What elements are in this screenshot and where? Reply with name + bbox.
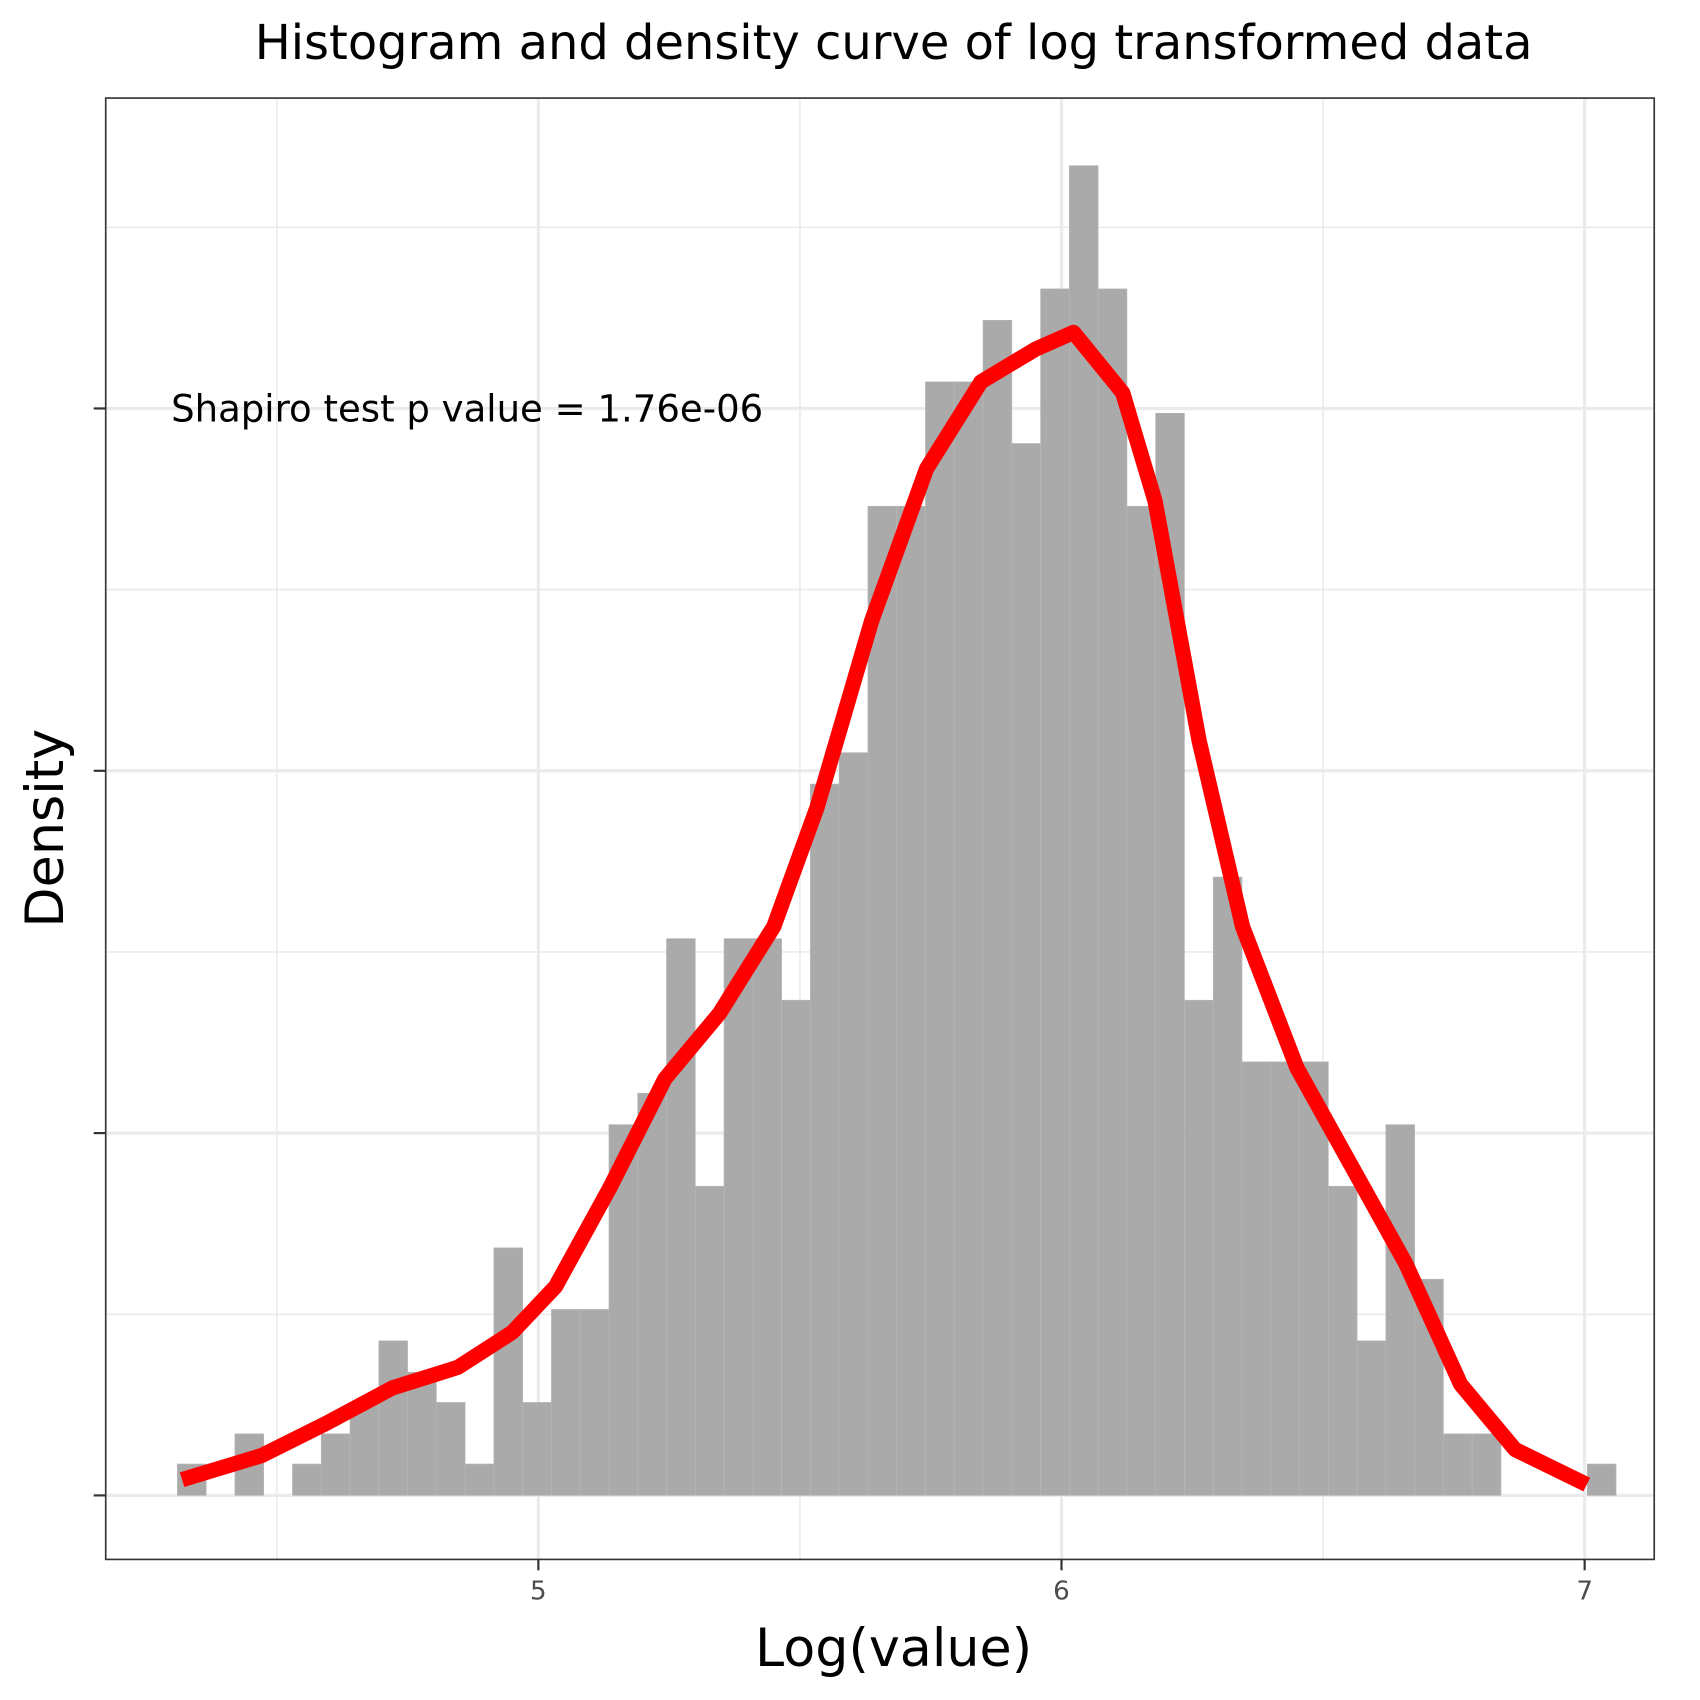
- bar: [723, 938, 754, 1496]
- bar: [436, 1402, 466, 1496]
- bar: [407, 1371, 437, 1496]
- bar: [292, 1463, 322, 1496]
- density-curve: [179, 324, 1591, 1492]
- bar: [1385, 1124, 1415, 1496]
- y-axis-title: Density: [15, 729, 76, 928]
- bar: [551, 1309, 581, 1496]
- bar: [781, 999, 811, 1496]
- bar: [637, 1092, 667, 1496]
- x-tick-label: 7: [1576, 1577, 1593, 1607]
- x-tick-label: 6: [1053, 1577, 1070, 1607]
- bar: [493, 1247, 523, 1496]
- bar: [1270, 1061, 1300, 1496]
- bar: [810, 783, 840, 1496]
- bar: [953, 381, 984, 1496]
- bar: [378, 1340, 408, 1496]
- bar: [1443, 1433, 1473, 1496]
- bar: [1241, 1061, 1272, 1496]
- bar: [925, 381, 955, 1496]
- bar: [752, 938, 782, 1496]
- x-axis-title: Log(value): [755, 1618, 1032, 1679]
- curve-layer: [179, 324, 1591, 1492]
- bar: [1184, 999, 1214, 1496]
- chart-title: Histogram and density curve of log trans…: [255, 16, 1533, 71]
- bar: [1356, 1340, 1387, 1496]
- bars: [177, 165, 1617, 1496]
- bar: [1471, 1433, 1502, 1496]
- x-tick-label: 5: [530, 1577, 547, 1607]
- bar: [579, 1309, 610, 1496]
- bar: [1011, 443, 1041, 1496]
- axes: 5 6 7: [93, 407, 1593, 1607]
- bar: [464, 1463, 495, 1496]
- bar: [694, 1185, 725, 1496]
- bar: [1327, 1185, 1358, 1496]
- bar: [666, 938, 696, 1496]
- bar: [867, 505, 898, 1496]
- bar: [838, 752, 869, 1496]
- bar: [1097, 288, 1128, 1496]
- bar: [522, 1402, 552, 1496]
- bar: [1040, 288, 1070, 1496]
- bar: [1299, 1061, 1329, 1496]
- bar: [982, 319, 1013, 1496]
- bar: [896, 505, 926, 1496]
- bar: [1212, 876, 1243, 1496]
- bar: [1586, 1463, 1617, 1496]
- plot-border: [104, 97, 1656, 1561]
- annotation: Shapiro test p value = 1.76e-06: [171, 387, 763, 430]
- bar: [320, 1433, 351, 1496]
- bar: [1126, 505, 1156, 1496]
